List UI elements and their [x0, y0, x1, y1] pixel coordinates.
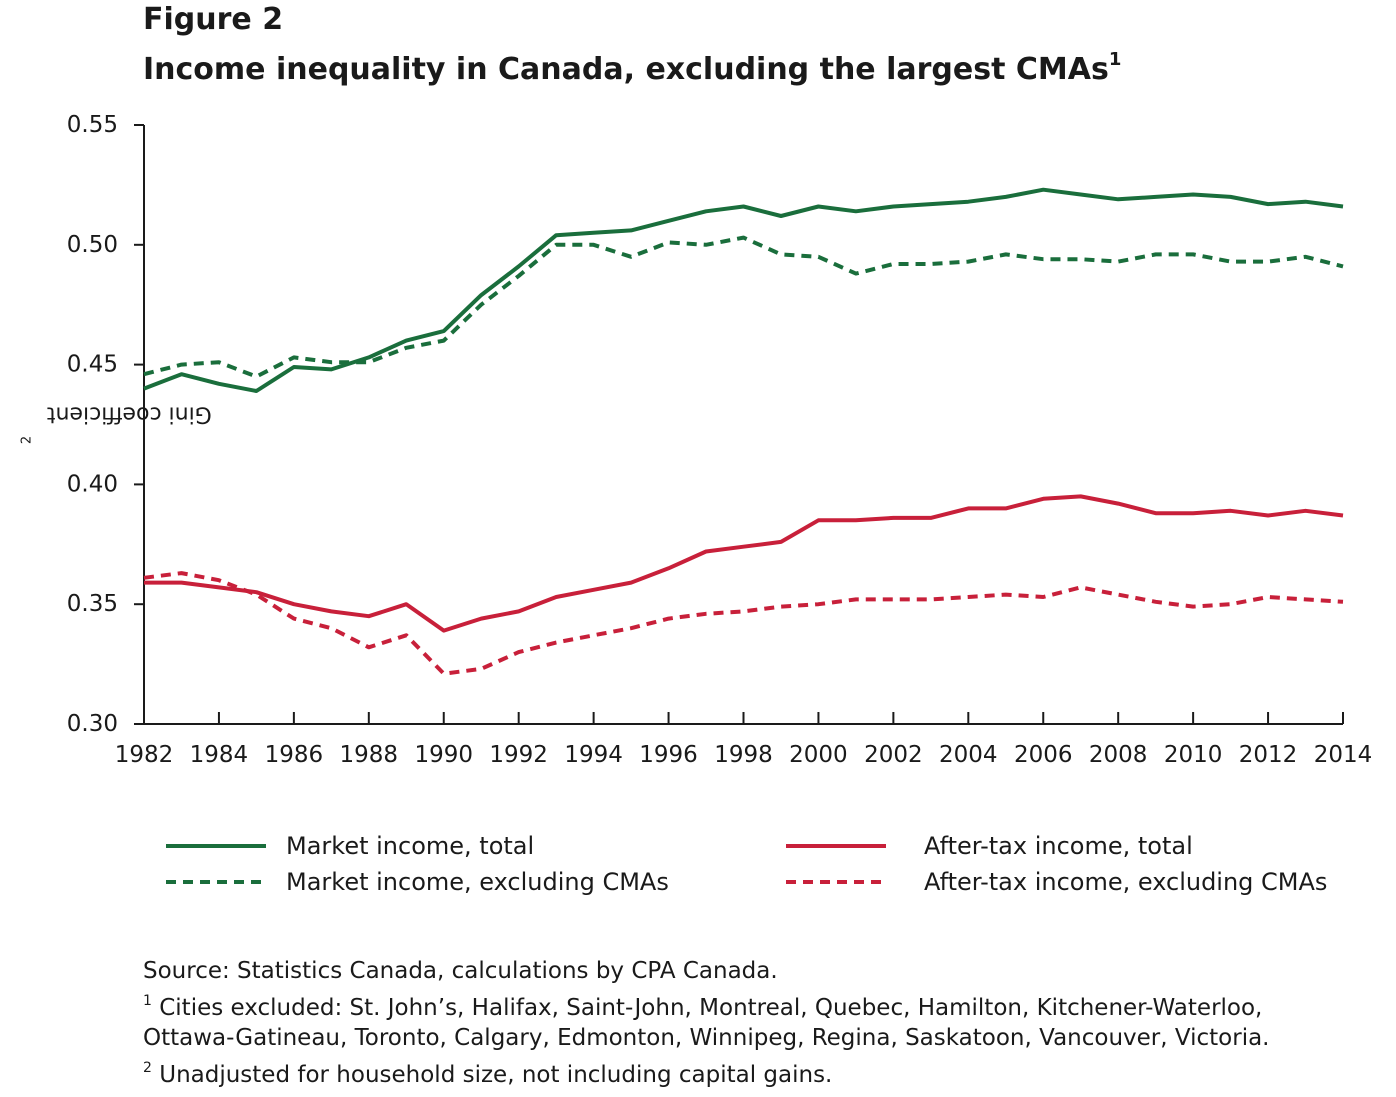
y-tick-label: 0.40 — [67, 471, 118, 497]
footnote-1-line-1: 1 Cities excluded: St. John’s, Halifax, … — [143, 986, 1269, 1023]
tick-labels: 0.30 0.35 0.40 0.45 0.50 0.55 1982 1984 1986 1988… — [67, 112, 1372, 768]
footnote-1-text: Cities excluded: St. John’s, Halifax, Sa… — [151, 995, 1263, 1021]
x-tick-label: 2004 — [939, 742, 998, 768]
axes — [134, 124, 1344, 725]
x-tick-label: 2008 — [1089, 742, 1148, 768]
legend-label: After-tax income, excluding CMAs — [924, 868, 1328, 896]
x-tick-label: 1982 — [115, 742, 174, 768]
series-line-after-tax-income-total — [144, 494, 1344, 633]
legend-swatch-dashed-green — [166, 880, 266, 884]
footnote-marker: 1 — [143, 993, 152, 1009]
x-tick-label: 1998 — [714, 742, 773, 768]
legend-swatch-solid-red — [786, 844, 886, 848]
x-tick-label: 1986 — [265, 742, 324, 768]
legend-swatch-solid-green — [166, 844, 266, 848]
x-tick-label: 1990 — [414, 742, 473, 768]
legend-swatch-dashed-red — [786, 880, 886, 884]
chart-title: Income inequality in Canada, excluding t… — [143, 40, 1121, 90]
legend-item-market-total: Market income, total — [166, 832, 534, 860]
series-lines — [143, 187, 1344, 676]
figure-label: Figure 2 — [143, 2, 284, 37]
x-tick-label: 1994 — [564, 742, 623, 768]
y-tick-label: 0.35 — [67, 591, 118, 617]
footnote-marker: 2 — [143, 1060, 152, 1076]
chart-title-text: Income inequality in Canada, excluding t… — [143, 52, 1109, 87]
y-tick-label: 0.30 — [67, 711, 118, 737]
x-tick-label: 1988 — [340, 742, 399, 768]
x-tick-label: 1996 — [639, 742, 698, 768]
legend-label: After-tax income, total — [924, 832, 1193, 860]
source-note: Source: Statistics Canada, calculations … — [143, 958, 778, 984]
x-tick-label: 1992 — [489, 742, 548, 768]
legend-label: Market income, total — [286, 832, 535, 860]
y-tick-label: 0.55 — [67, 112, 118, 138]
legend-item-aftertax-excl: After-tax income, excluding CMAs — [786, 868, 1327, 896]
footnote-2: 2 Unadjusted for household size, not inc… — [143, 1053, 1269, 1090]
legend-item-market-excl: Market income, excluding CMAs — [166, 868, 669, 896]
title-footnote-marker: 1 — [1108, 49, 1122, 70]
legend-label: Market income, excluding CMAs — [286, 868, 669, 896]
x-tick-label: 2002 — [864, 742, 923, 768]
x-tick-label: 2000 — [789, 742, 848, 768]
footnotes: Source: Statistics Canada, calculations … — [143, 956, 1269, 1090]
series-line-market-income-excluding-cmas — [143, 235, 1344, 379]
y-tick-label: 0.45 — [67, 352, 118, 378]
series-line-after-tax-income-excluding-cmas — [143, 571, 1344, 676]
footnote-2-text: Unadjusted for household size, not inclu… — [151, 1062, 833, 1088]
y-tick-label: 0.50 — [67, 232, 118, 258]
x-tick-label: 2006 — [1014, 742, 1073, 768]
series-line-market-income-total — [143, 187, 1344, 393]
line-chart: 0.30 0.35 0.40 0.45 0.50 0.55 1982 1984 1986 1988… — [67, 112, 1372, 768]
x-tick-label: 2012 — [1239, 742, 1298, 768]
footnote-1-line-2: Ottawa-Gatineau, Toronto, Calgary, Edmon… — [143, 1025, 1270, 1051]
x-tick-label: 1984 — [190, 742, 249, 768]
legend-item-aftertax-total: After-tax income, total — [786, 832, 1193, 860]
x-tick-label: 2010 — [1164, 742, 1223, 768]
x-tick-label: 2014 — [1314, 742, 1373, 768]
